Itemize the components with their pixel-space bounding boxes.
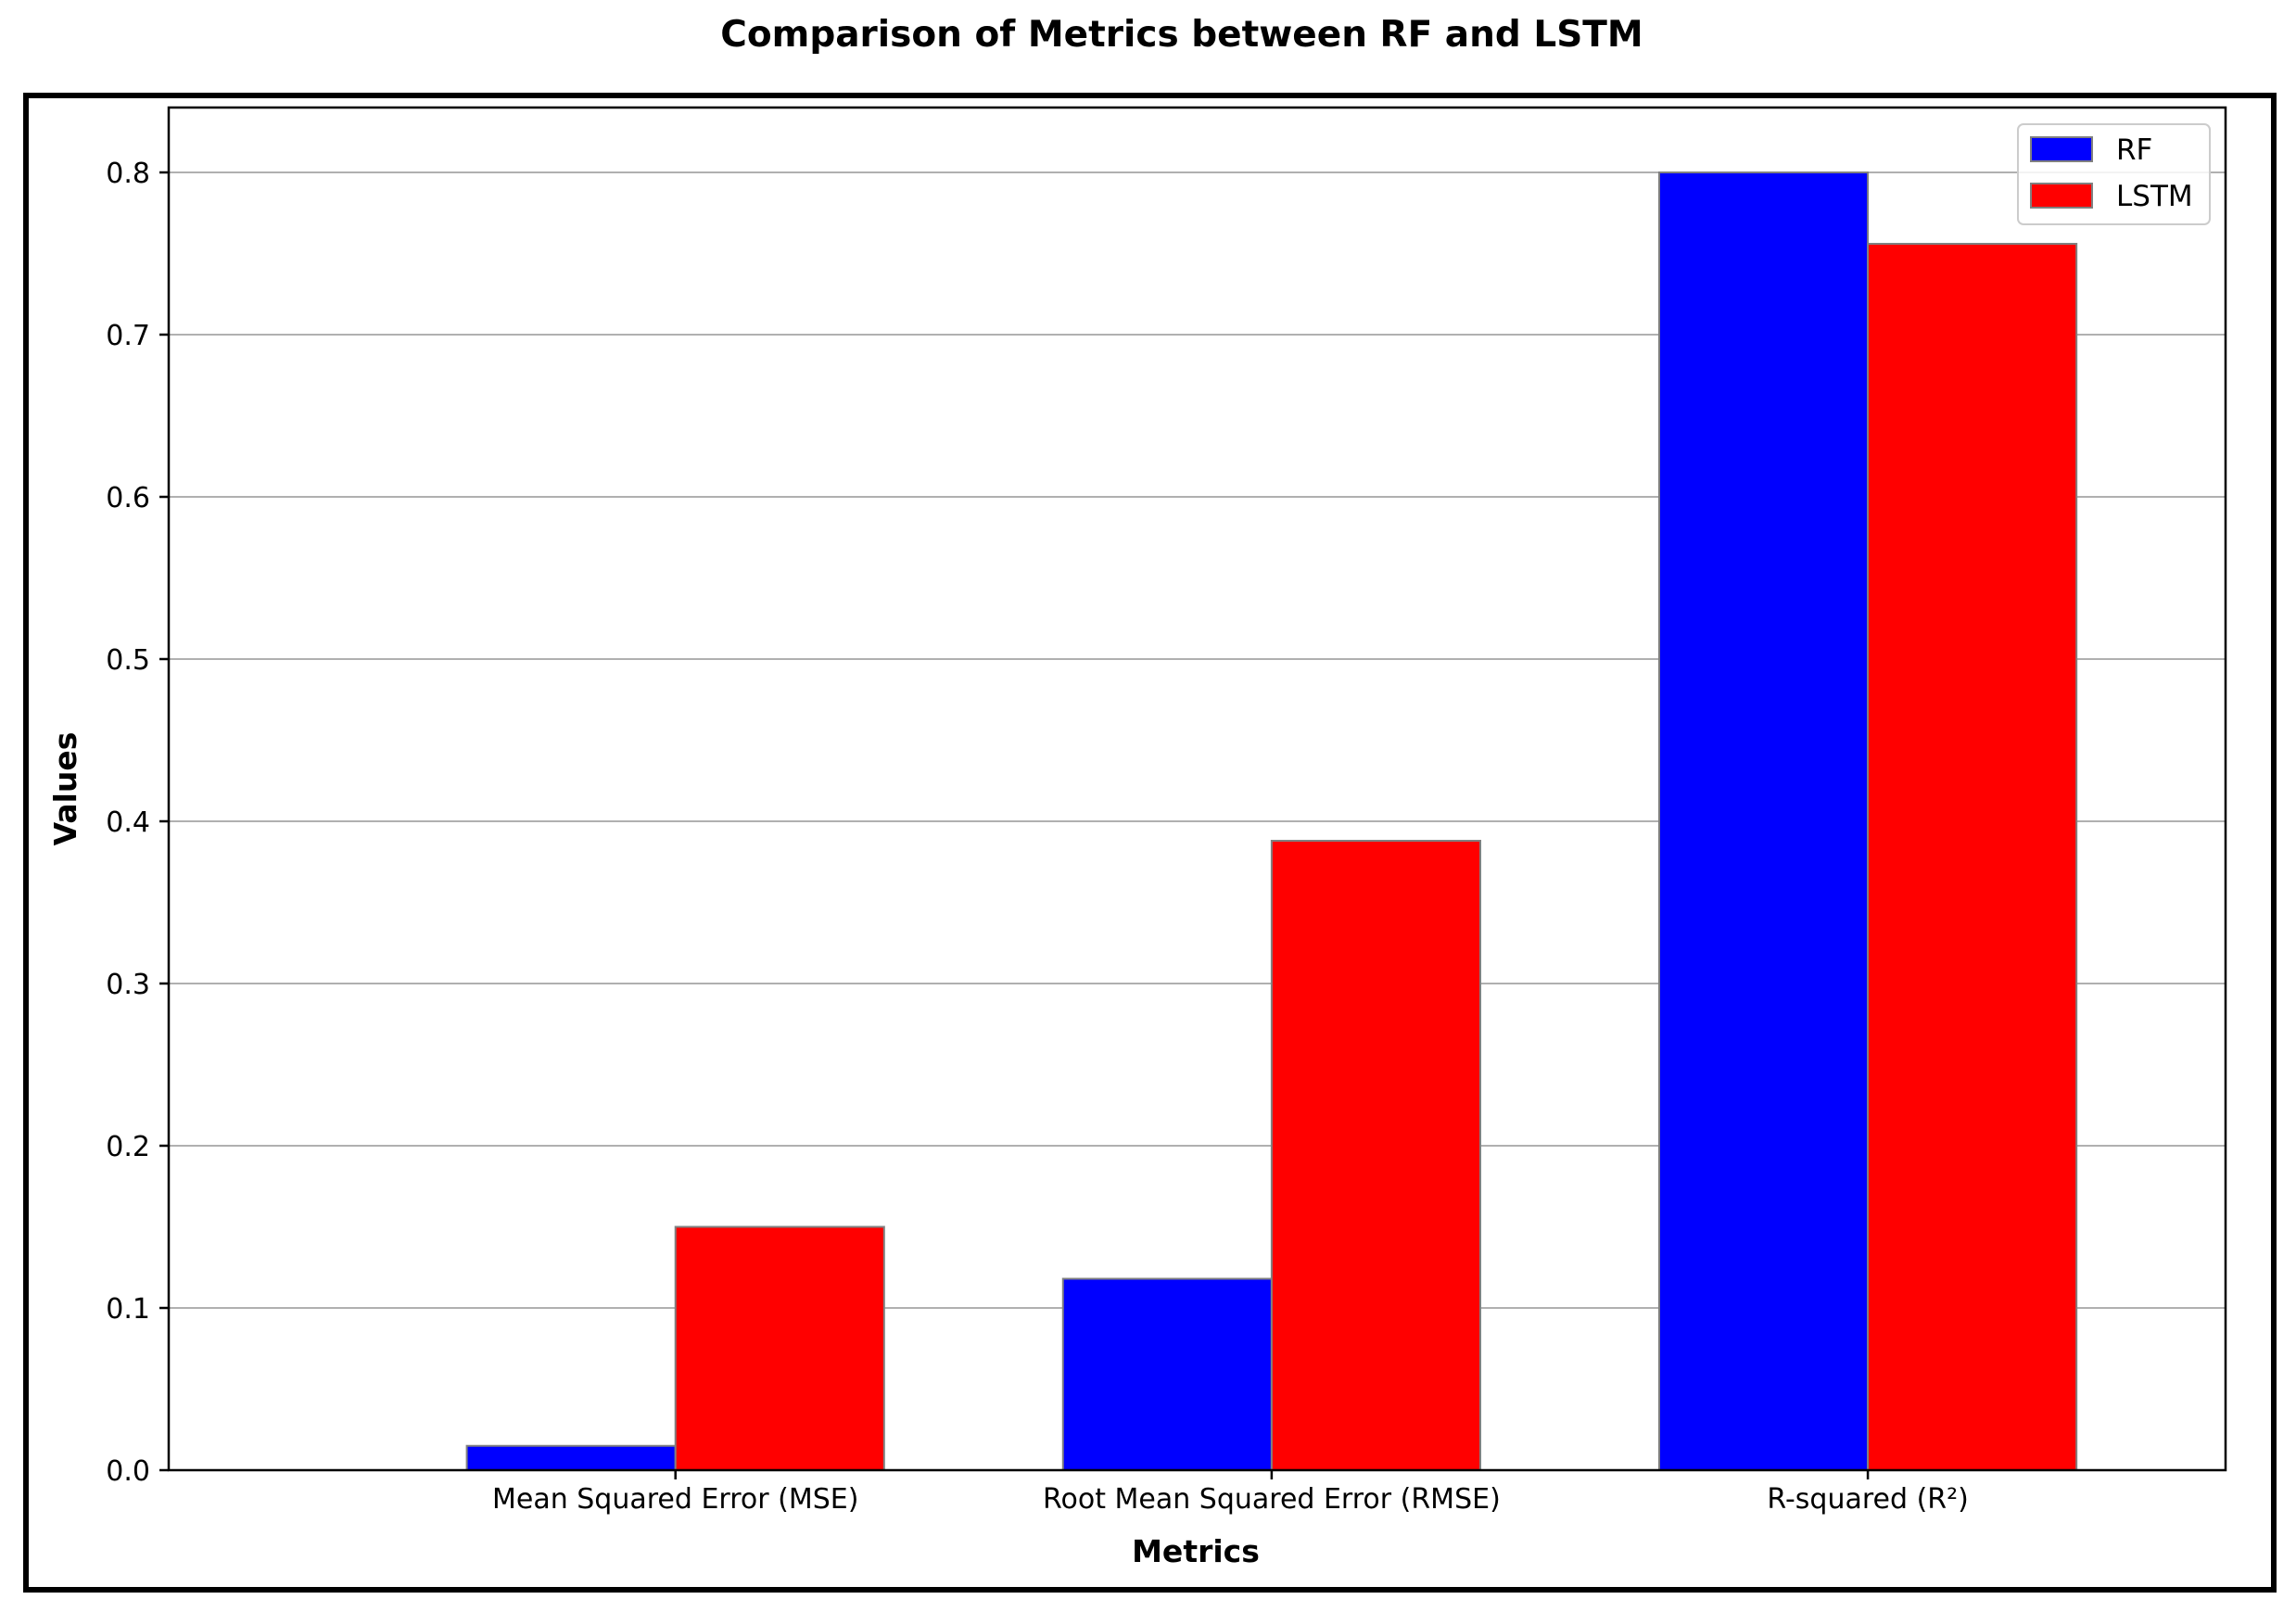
y-axis-title: Values (47, 732, 83, 846)
y-tick-label: 0.2 (106, 1131, 150, 1163)
x-tick-label: Root Mean Squared Error (RMSE) (1043, 1483, 1501, 1516)
y-tick-label: 0.8 (106, 158, 150, 190)
legend-swatch-lstm (2030, 183, 2093, 209)
legend: RF LSTM (2017, 123, 2211, 225)
bar-lstm (1270, 840, 1482, 1471)
chart-title: Comparison of Metrics between RF and LST… (720, 14, 1643, 56)
x-tick-label: Mean Squared Error (MSE) (492, 1483, 858, 1516)
figure-border (23, 93, 2277, 1593)
bar-lstm (674, 1225, 885, 1471)
plot-frame (167, 106, 2227, 1472)
x-axis-title: Metrics (1132, 1533, 1260, 1569)
y-tick-label: 0.0 (106, 1455, 150, 1488)
x-tick-label: R-squared (R²) (1767, 1483, 1969, 1516)
legend-swatch-rf (2030, 136, 2093, 162)
x-axis: Mean Squared Error (MSE) Root Mean Square… (492, 1470, 1969, 1516)
y-tick-label: 0.1 (106, 1293, 150, 1326)
y-tick-label: 0.7 (106, 320, 150, 352)
bars (465, 171, 2078, 1471)
legend-label-lstm: LSTM (2116, 180, 2193, 213)
y-tick-label: 0.6 (106, 482, 150, 514)
bar-rf (465, 1444, 677, 1471)
y-axis: 0.0 0.1 0.2 0.3 0.4 0.5 0.6 0.7 0.8 (106, 158, 169, 1488)
legend-label-rf: RF (2116, 133, 2152, 167)
y-tick-label: 0.5 (106, 644, 150, 677)
bar-rf (1657, 171, 1870, 1471)
y-tick-label: 0.4 (106, 806, 150, 839)
bar-rf (1061, 1277, 1273, 1471)
bar-lstm (1867, 243, 2078, 1471)
y-tick-label: 0.3 (106, 969, 150, 1001)
